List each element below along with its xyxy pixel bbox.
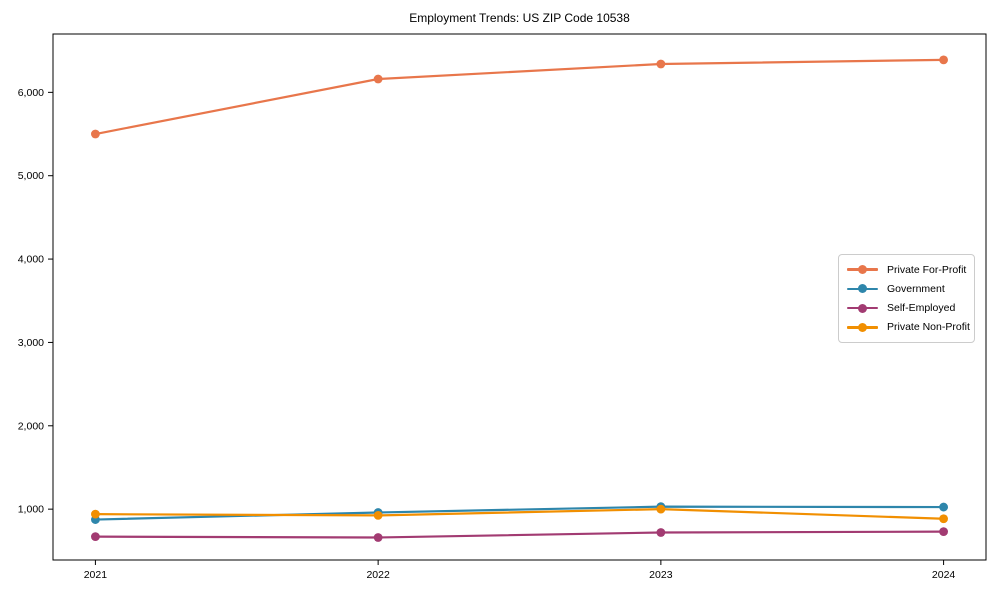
series-line-private-for-profit	[94, 58, 945, 136]
legend-label: Self-Employed	[887, 302, 956, 315]
legend-marker-self-employed-icon	[847, 303, 878, 313]
series-line-self-employed	[94, 530, 945, 539]
data-point	[939, 514, 948, 524]
y-tick-label: 5,000	[18, 170, 44, 182]
data-point	[373, 511, 383, 520]
legend-marker-government-icon	[847, 284, 878, 294]
y-tick-label: 3,000	[18, 337, 44, 349]
legend-item-private-for-profit: Private For-Profit	[847, 260, 966, 279]
data-point	[91, 532, 100, 542]
data-point	[939, 527, 948, 537]
data-point	[656, 59, 666, 69]
x-tick-label: 2023	[649, 569, 673, 581]
legend-item-self-employed: Self-Employed	[847, 299, 966, 318]
legend-label: Private For-Profit	[887, 263, 967, 276]
data-point	[373, 74, 383, 84]
data-point	[91, 129, 100, 139]
legend-item-private-non-profit: Private Non-Profit	[847, 318, 970, 337]
data-point	[373, 533, 383, 542]
data-point	[91, 509, 100, 519]
data-point	[939, 55, 948, 65]
data-point	[656, 504, 666, 514]
chart-title: Employment Trends: US ZIP Code 10538	[409, 11, 630, 25]
series-line-private-non-profit	[94, 508, 945, 520]
axes-frame	[52, 33, 987, 561]
y-tick-label: 2,000	[18, 420, 44, 432]
legend-marker-private-non-profit-icon	[847, 322, 878, 332]
legend-marker-private-for-profit-icon	[847, 265, 878, 275]
x-tick-label: 2022	[366, 569, 390, 581]
legend-item-government: Government	[847, 279, 966, 298]
legend: Private For-Profit Government Self-Emplo…	[838, 254, 975, 343]
data-point	[656, 528, 666, 537]
legend-label: Government	[887, 282, 945, 295]
y-tick-label: 6,000	[18, 87, 44, 99]
x-tick-label: 2024	[932, 569, 956, 581]
series-line-government	[94, 505, 945, 521]
data-point	[939, 502, 948, 512]
legend-label: Private Non-Profit	[887, 321, 970, 334]
x-tick-label: 2021	[84, 569, 108, 581]
y-tick-label: 4,000	[18, 254, 44, 266]
y-tick-label: 1,000	[18, 504, 44, 516]
